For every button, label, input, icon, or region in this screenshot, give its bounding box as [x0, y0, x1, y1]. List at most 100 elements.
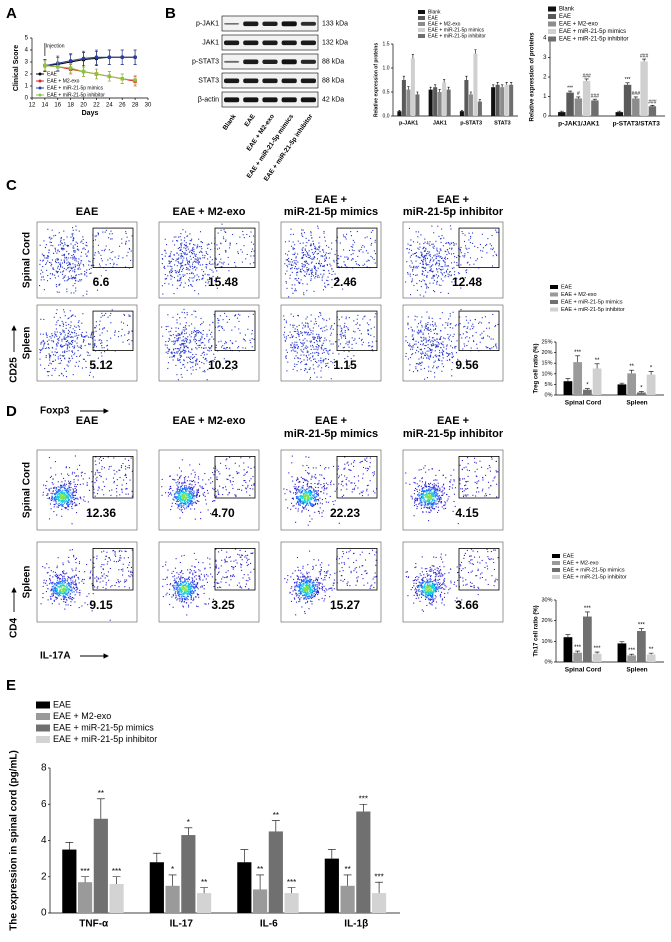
event-dot — [308, 488, 309, 489]
event-dot — [313, 359, 314, 360]
event-dot — [40, 245, 41, 246]
event-dot — [196, 369, 197, 370]
event-dot — [428, 358, 429, 359]
event-dot — [178, 333, 179, 334]
event-dot — [79, 279, 80, 280]
event-dot — [353, 253, 354, 254]
event-dot — [201, 241, 202, 242]
significance-label: * — [586, 383, 589, 389]
event-dot — [240, 249, 241, 250]
event-dot — [108, 317, 109, 318]
event-dot — [493, 248, 494, 249]
event-dot — [213, 468, 214, 469]
event-dot — [441, 228, 442, 229]
event-dot — [328, 467, 329, 468]
event-dot — [79, 465, 80, 466]
event-dot — [50, 273, 51, 274]
event-dot — [468, 239, 469, 240]
event-dot — [67, 245, 68, 246]
error-bar — [560, 111, 564, 112]
event-dot — [183, 491, 184, 492]
event-dot — [67, 509, 68, 510]
event-dot — [253, 262, 254, 263]
event-dot — [116, 264, 117, 265]
event-dot — [190, 342, 191, 343]
bar — [372, 893, 386, 913]
event-dot — [170, 269, 171, 270]
event-dot — [196, 259, 197, 260]
event-dot — [131, 340, 132, 341]
column-header: EAE — [76, 415, 99, 427]
bar — [583, 390, 592, 395]
event-dot — [325, 254, 326, 255]
event-dot — [195, 262, 196, 263]
event-dot — [189, 351, 190, 352]
event-dot — [353, 466, 354, 467]
event-dot — [71, 502, 72, 503]
event-dot — [190, 508, 191, 509]
y-tick-label: 5 — [25, 36, 29, 42]
event-dot — [323, 231, 324, 232]
event-dot — [195, 258, 196, 259]
event-dot — [76, 362, 77, 363]
event-dot — [100, 335, 101, 336]
event-dot — [191, 333, 192, 334]
event-dot — [75, 498, 76, 499]
event-dot — [311, 270, 312, 271]
event-dot — [73, 237, 74, 238]
event-dot — [77, 337, 78, 338]
event-dot — [347, 462, 348, 463]
event-dot — [172, 490, 173, 491]
legend-swatch — [550, 285, 558, 289]
event-dot — [43, 344, 44, 345]
event-dot — [194, 481, 195, 482]
blot-band — [301, 79, 316, 84]
event-dot — [245, 474, 246, 475]
event-dot — [448, 338, 449, 339]
y-axis-label: CD25 — [9, 357, 20, 383]
event-dot — [320, 315, 321, 316]
event-dot — [300, 505, 301, 506]
event-dot — [57, 259, 58, 260]
event-dot — [315, 272, 316, 273]
event-dot — [450, 345, 451, 346]
event-dot — [104, 328, 105, 329]
event-dot — [466, 331, 467, 332]
event-dot — [247, 485, 248, 486]
event-dot — [69, 483, 70, 484]
event-dot — [227, 494, 228, 495]
event-dot — [196, 254, 197, 255]
event-dot — [287, 352, 288, 353]
event-dot — [425, 328, 426, 329]
event-dot — [428, 333, 429, 334]
event-dot — [201, 248, 202, 249]
event-dot — [172, 276, 173, 277]
event-dot — [249, 236, 250, 237]
event-dot — [371, 346, 372, 347]
event-dot — [57, 494, 58, 495]
event-dot — [346, 318, 347, 319]
event-dot — [310, 280, 311, 281]
event-dot — [291, 345, 292, 346]
event-dot — [75, 504, 76, 505]
event-dot — [70, 264, 71, 265]
event-dot — [370, 335, 371, 336]
event-dot — [220, 315, 221, 316]
event-dot — [333, 329, 334, 330]
event-dot — [226, 458, 227, 459]
event-dot — [319, 263, 320, 264]
event-dot — [63, 309, 64, 310]
event-dot — [51, 493, 52, 494]
event-dot — [442, 269, 443, 270]
event-dot — [49, 371, 50, 372]
event-dot — [89, 375, 90, 376]
event-dot — [304, 271, 305, 272]
event-dot — [191, 484, 192, 485]
event-dot — [63, 239, 64, 240]
event-dot — [305, 249, 306, 250]
y-tick-label: 0% — [545, 659, 553, 665]
error-bar — [575, 356, 580, 362]
event-dot — [313, 254, 314, 255]
event-dot — [325, 260, 326, 261]
event-dot — [308, 505, 309, 506]
